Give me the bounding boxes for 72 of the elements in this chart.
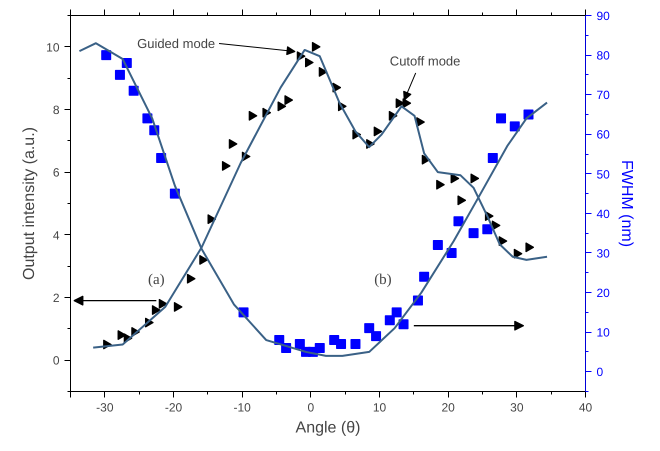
y2-tick-label: 30 <box>596 246 610 260</box>
point <box>174 302 183 312</box>
y-tick-label: 2 <box>52 291 60 305</box>
point <box>336 339 346 350</box>
y2-tick-label: 80 <box>596 48 610 63</box>
point <box>314 342 325 353</box>
annotation: (a) <box>148 272 165 288</box>
y2-tick-label: 70 <box>596 88 610 102</box>
point <box>419 272 430 282</box>
point <box>101 50 112 60</box>
point <box>525 242 534 252</box>
point <box>457 195 466 206</box>
point <box>318 66 328 77</box>
x-tick-label: 0 <box>307 400 314 414</box>
point <box>432 240 443 250</box>
point <box>350 339 360 350</box>
point <box>402 98 412 108</box>
point <box>371 331 382 342</box>
y2-tick-label: 0 <box>596 365 604 380</box>
point <box>436 180 445 190</box>
point <box>510 121 520 132</box>
y2-tick-label: 60 <box>596 128 610 142</box>
y2-tick-label: 20 <box>596 286 610 300</box>
point <box>488 152 498 163</box>
point <box>278 101 286 112</box>
point <box>304 58 314 68</box>
y-tick-label: 4 <box>52 228 60 242</box>
x-tick-label: -20 <box>164 400 182 414</box>
x-tick-label: -30 <box>96 400 114 414</box>
point <box>114 70 125 80</box>
x-tick-label: 10 <box>372 400 386 414</box>
y-tick-label: 8 <box>52 103 60 117</box>
y2-tick-label: 40 <box>596 206 610 221</box>
point <box>186 274 196 284</box>
point <box>482 224 492 234</box>
y-tick-label: 0 <box>52 354 60 368</box>
x-tick-label: -10 <box>233 400 252 414</box>
point <box>446 248 457 258</box>
y-axis-title: Output intensity (a.u.) <box>21 127 38 280</box>
point <box>158 298 168 309</box>
x-tick-label: 20 <box>441 400 456 414</box>
point <box>284 95 294 106</box>
point <box>374 126 382 136</box>
point <box>228 138 238 149</box>
point <box>207 214 216 224</box>
y2-axis-title: FWHM (nm) <box>618 160 635 248</box>
point <box>468 228 479 238</box>
point <box>364 323 374 334</box>
x-tick-label: 40 <box>578 400 592 414</box>
annotation: Cutoff mode <box>390 54 460 69</box>
point <box>199 254 208 265</box>
point <box>514 248 523 259</box>
x-axis-title: Angle (θ) <box>296 420 360 436</box>
point <box>398 319 409 330</box>
point <box>496 113 506 124</box>
point <box>392 307 402 318</box>
y2-tick-label: 10 <box>596 326 610 340</box>
point <box>470 173 480 184</box>
point <box>450 173 460 184</box>
y-tick-label: 6 <box>52 166 60 180</box>
y2-tick-label: 50 <box>596 167 610 182</box>
point <box>384 315 395 326</box>
annotation: Guided mode <box>137 36 216 52</box>
y2-tick-label: 90 <box>596 9 610 23</box>
point <box>453 216 464 226</box>
annotation: (b) <box>374 272 392 288</box>
x-tick-label: 30 <box>510 400 524 414</box>
point <box>312 42 321 52</box>
point <box>152 305 161 316</box>
point <box>248 110 258 121</box>
point <box>222 160 231 171</box>
y-tick-label: 10 <box>46 40 60 54</box>
